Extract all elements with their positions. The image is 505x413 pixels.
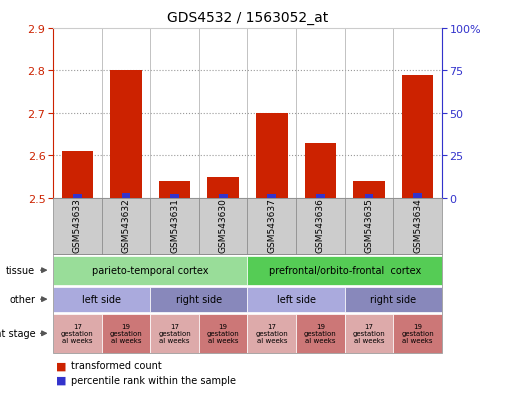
Bar bbox=[110, 71, 142, 198]
Text: development stage: development stage bbox=[0, 328, 35, 339]
Bar bbox=[219, 195, 228, 198]
Bar bbox=[62, 152, 93, 198]
Bar bbox=[159, 181, 190, 198]
Bar bbox=[267, 195, 276, 198]
Text: left side: left side bbox=[277, 294, 316, 304]
Text: prefrontal/orbito-frontal  cortex: prefrontal/orbito-frontal cortex bbox=[269, 266, 421, 275]
Text: 19
gestation
al weeks: 19 gestation al weeks bbox=[207, 323, 239, 344]
Text: GSM543630: GSM543630 bbox=[219, 197, 228, 252]
Bar bbox=[402, 76, 433, 198]
Bar bbox=[170, 195, 179, 198]
Bar bbox=[365, 195, 373, 198]
Text: right side: right side bbox=[370, 294, 416, 304]
Text: transformed count: transformed count bbox=[71, 361, 162, 370]
Bar bbox=[73, 195, 82, 198]
Text: 17
gestation
al weeks: 17 gestation al weeks bbox=[158, 323, 191, 344]
Text: GSM543635: GSM543635 bbox=[365, 197, 374, 252]
Text: GSM543634: GSM543634 bbox=[413, 197, 422, 252]
Text: GSM543636: GSM543636 bbox=[316, 197, 325, 252]
Text: right side: right side bbox=[176, 294, 222, 304]
Bar bbox=[256, 114, 287, 198]
Text: GSM543633: GSM543633 bbox=[73, 197, 82, 252]
Text: 17
gestation
al weeks: 17 gestation al weeks bbox=[352, 323, 385, 344]
Text: other: other bbox=[10, 294, 35, 304]
Text: parieto-temporal cortex: parieto-temporal cortex bbox=[92, 266, 209, 275]
Bar bbox=[353, 181, 385, 198]
Text: ■: ■ bbox=[56, 375, 66, 385]
Bar bbox=[122, 193, 130, 198]
Text: 17
gestation
al weeks: 17 gestation al weeks bbox=[256, 323, 288, 344]
Text: GSM543637: GSM543637 bbox=[267, 197, 276, 252]
Text: 19
gestation
al weeks: 19 gestation al weeks bbox=[110, 323, 142, 344]
Bar bbox=[316, 195, 325, 198]
Text: left side: left side bbox=[82, 294, 121, 304]
Bar bbox=[208, 177, 239, 198]
Bar bbox=[413, 193, 422, 198]
Text: percentile rank within the sample: percentile rank within the sample bbox=[71, 375, 236, 385]
Text: tissue: tissue bbox=[6, 266, 35, 275]
Text: 19
gestation
al weeks: 19 gestation al weeks bbox=[401, 323, 434, 344]
Text: ■: ■ bbox=[56, 361, 66, 370]
Text: GSM543632: GSM543632 bbox=[121, 197, 130, 252]
Text: 19
gestation
al weeks: 19 gestation al weeks bbox=[304, 323, 337, 344]
Text: 17
gestation
al weeks: 17 gestation al weeks bbox=[61, 323, 94, 344]
Bar bbox=[305, 143, 336, 198]
Text: GSM543631: GSM543631 bbox=[170, 197, 179, 252]
Title: GDS4532 / 1563052_at: GDS4532 / 1563052_at bbox=[167, 11, 328, 25]
